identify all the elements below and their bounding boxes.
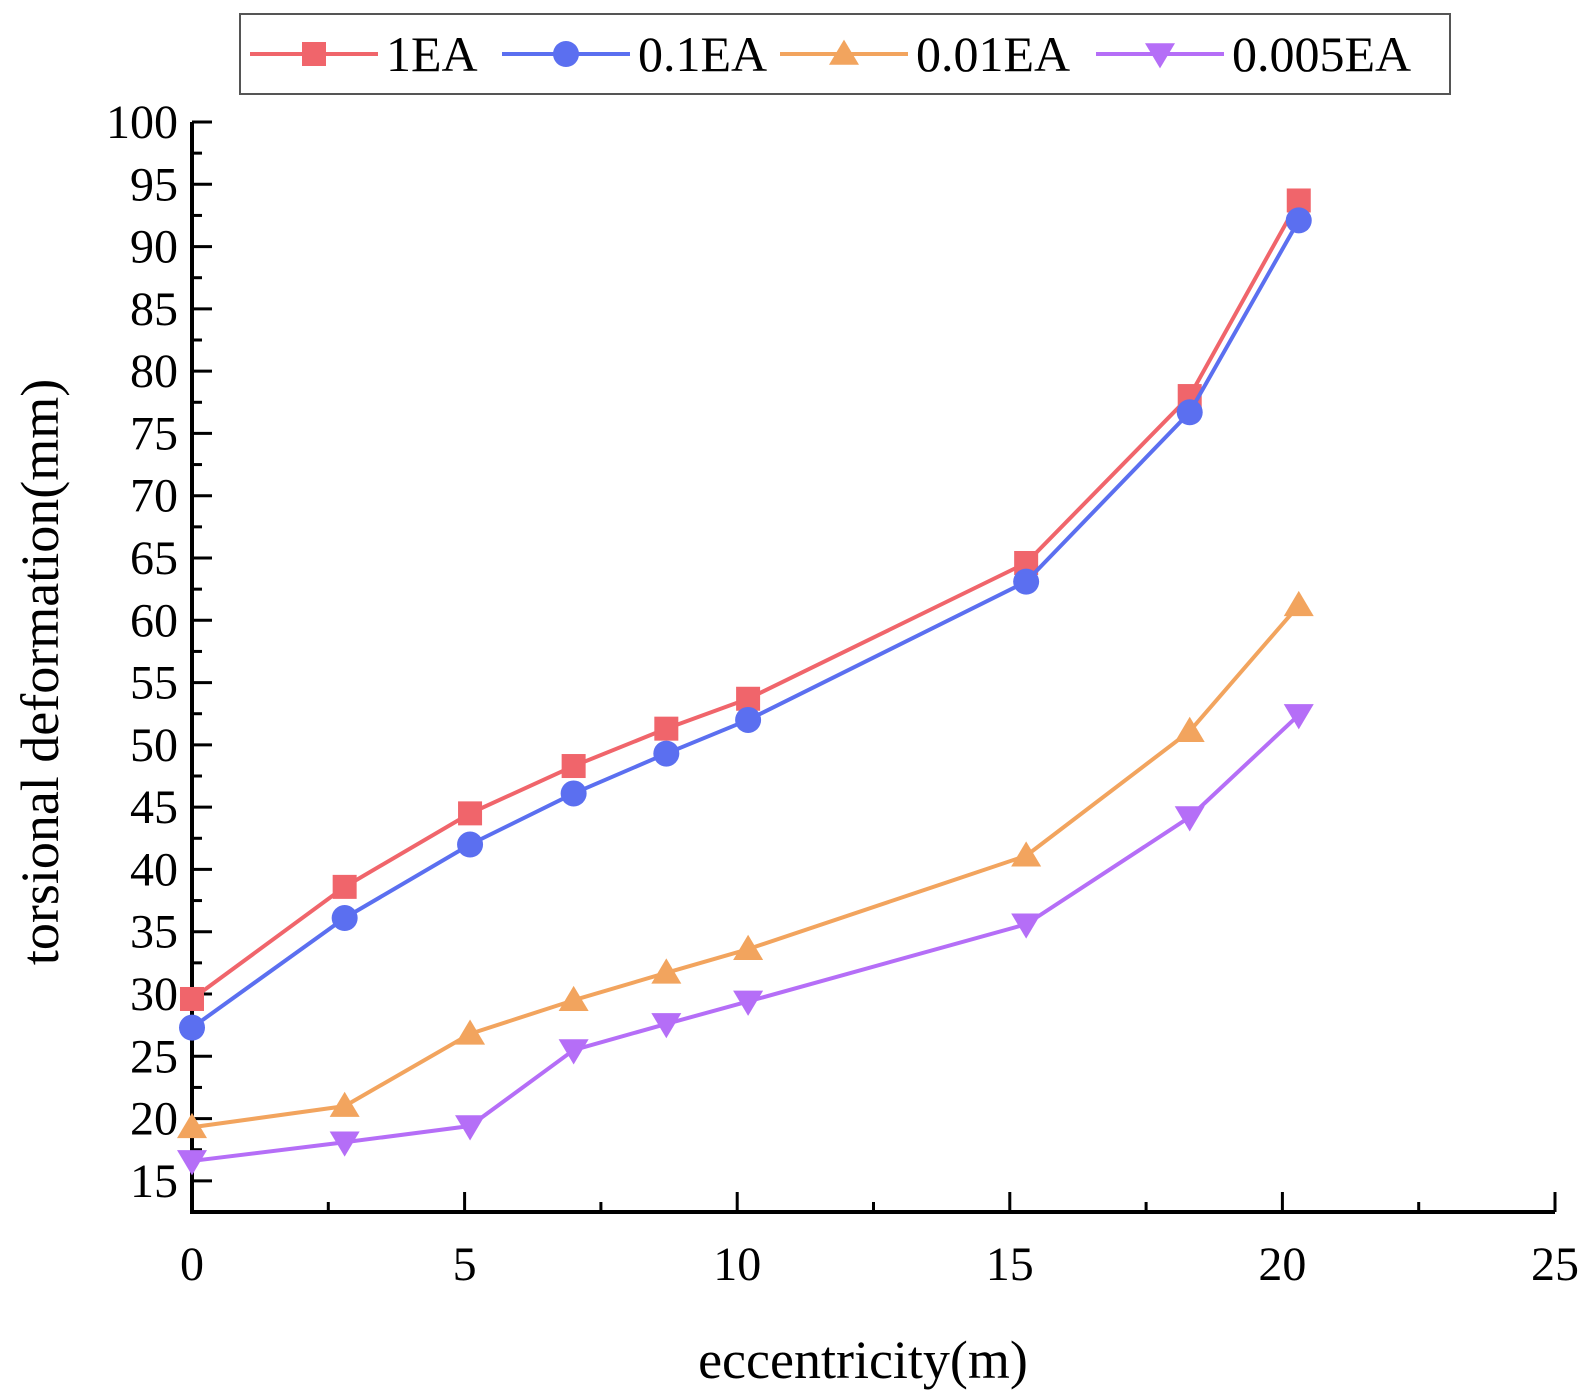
- data-point: [455, 1115, 486, 1141]
- legend-label: 0.1EA: [638, 26, 767, 82]
- legend-item: 0.005EA: [1096, 26, 1411, 82]
- series-line: [191, 713, 1301, 1163]
- data-point: [455, 1019, 486, 1045]
- x-tick-label: 0: [180, 1238, 204, 1291]
- y-tick-label: 55: [130, 657, 178, 710]
- series-1EA: [180, 188, 1311, 1011]
- y-tick-label: 50: [130, 719, 178, 772]
- y-tick-label: 20: [130, 1093, 178, 1146]
- legend-marker: [553, 41, 579, 67]
- data-point: [735, 706, 762, 733]
- y-tick-label: 95: [130, 158, 178, 211]
- data-point: [179, 1014, 205, 1041]
- legend-marker: [302, 42, 326, 66]
- legend-label: 1EA: [386, 26, 478, 82]
- data-point: [651, 1013, 682, 1039]
- data-point: [651, 958, 682, 984]
- x-axis-title: eccentricity(m): [698, 1330, 1028, 1390]
- legend: 1EA 0.1EA 0.01EA 0.005EA: [239, 13, 1451, 95]
- x-tick-label: 25: [1531, 1238, 1579, 1291]
- x-tick-label: 5: [453, 1238, 477, 1291]
- y-tick-label: 35: [130, 906, 178, 959]
- series-line: [190, 219, 1301, 1030]
- y-tick-label: 40: [130, 843, 178, 896]
- series-0.1EA: [179, 207, 1312, 1041]
- y-tick-label: 60: [130, 594, 178, 647]
- data-point: [1283, 590, 1314, 617]
- data-point: [1174, 806, 1205, 832]
- data-point: [332, 874, 357, 899]
- data-point: [458, 801, 483, 826]
- y-tick-label: 85: [130, 283, 178, 336]
- legend-item: 0.1EA: [502, 26, 767, 82]
- data-point: [1283, 704, 1314, 730]
- data-point: [736, 686, 761, 711]
- y-tick-label: 80: [130, 345, 178, 398]
- data-point: [180, 986, 204, 1011]
- series-line: [190, 199, 1301, 1001]
- legend-label: 0.005EA: [1232, 26, 1411, 82]
- legend-item: 0.01EA: [780, 26, 1070, 82]
- y-axis-title: torsional deformation(mm): [10, 379, 70, 965]
- data-point: [331, 905, 358, 932]
- x-tick-label: 15: [986, 1238, 1034, 1291]
- data-point: [1176, 399, 1203, 426]
- x-tick-label: 20: [1258, 1238, 1306, 1291]
- data-point: [329, 1091, 360, 1117]
- data-point: [1013, 568, 1040, 595]
- data-point: [177, 1112, 207, 1139]
- data-point: [653, 740, 680, 767]
- series-layer: [177, 188, 1314, 1176]
- y-tick-label: 65: [130, 532, 178, 585]
- data-point: [177, 1150, 207, 1176]
- series-line: [191, 604, 1301, 1130]
- y-tick-label: 90: [130, 221, 178, 274]
- y-tick-label: 75: [130, 407, 178, 460]
- y-tick-label: 30: [130, 968, 178, 1021]
- y-tick-label: 15: [130, 1155, 178, 1208]
- y-tick-label: 70: [130, 470, 178, 523]
- series-0.005EA: [177, 704, 1314, 1176]
- legend-marker: [1145, 43, 1175, 69]
- data-point: [558, 985, 589, 1012]
- data-point: [1285, 207, 1312, 234]
- data-point: [733, 990, 764, 1016]
- data-point: [457, 831, 484, 858]
- y-tick-label: 100: [106, 96, 178, 149]
- data-point: [1011, 841, 1042, 867]
- data-point: [560, 780, 587, 807]
- legend-item: 1EA: [250, 26, 478, 82]
- y-tick-label: 25: [130, 1030, 178, 1083]
- data-point: [1011, 913, 1042, 939]
- data-point: [561, 754, 586, 779]
- series-0.01EA: [177, 590, 1314, 1139]
- x-tick-label: 10: [713, 1238, 761, 1291]
- data-point: [1174, 716, 1205, 742]
- data-point: [654, 716, 679, 741]
- y-tick-label: 45: [130, 781, 178, 834]
- legend-marker: [829, 39, 859, 65]
- data-point: [558, 1039, 589, 1065]
- data-point: [733, 934, 764, 960]
- legend-label: 0.01EA: [916, 26, 1070, 82]
- data-point: [329, 1131, 360, 1157]
- axes: 15 20 25 30 35 40 45 50 55 60 65 70 75 80 85 90 95 100 0 5 1…: [106, 96, 1579, 1291]
